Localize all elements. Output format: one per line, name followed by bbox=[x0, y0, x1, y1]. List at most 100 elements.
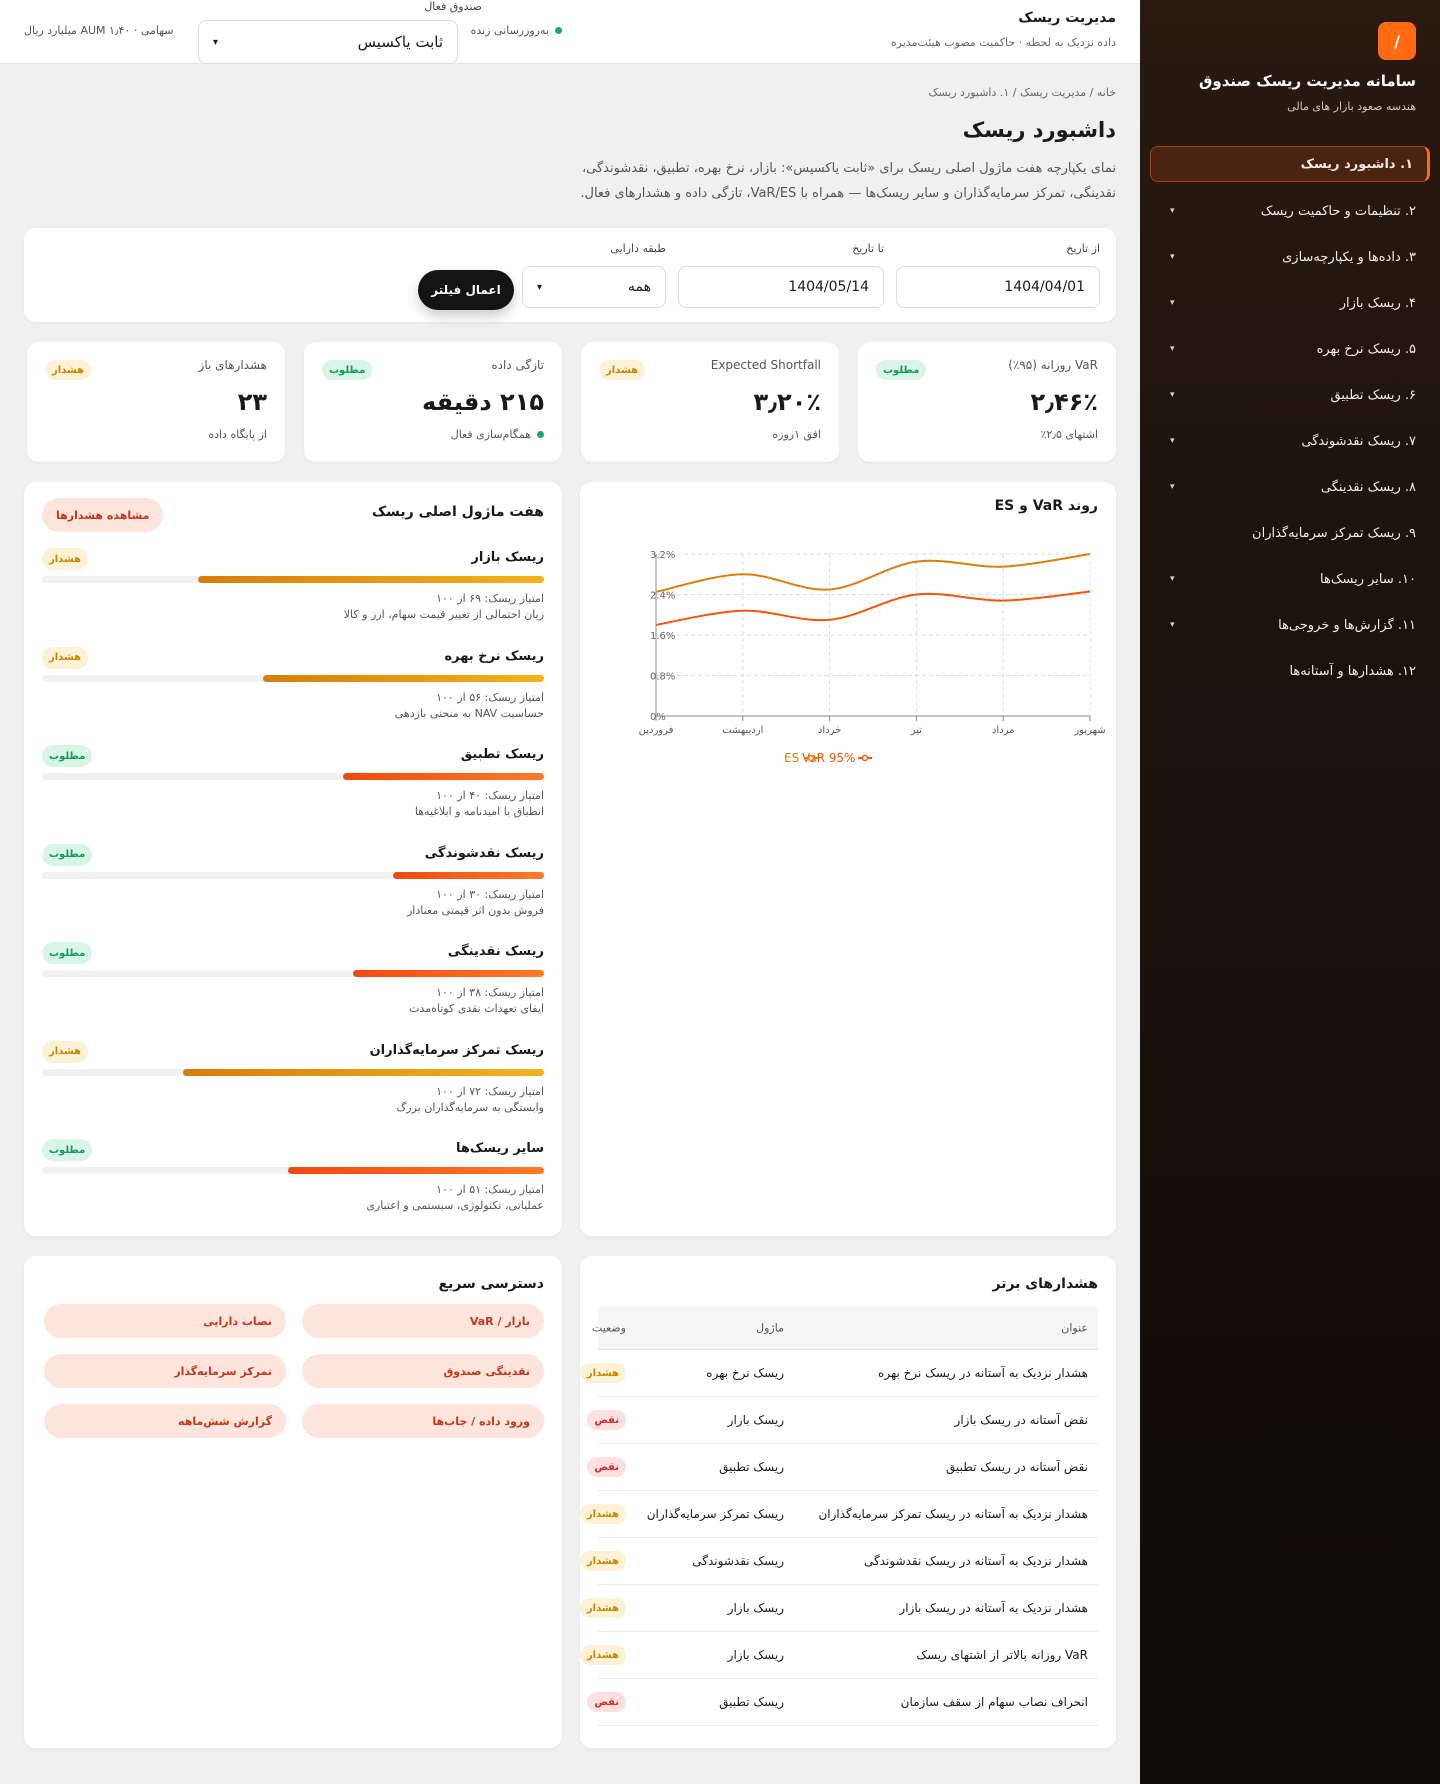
table-row[interactable]: VaR روزانه بالاتر از اشتهای ریسک ریسک باز… bbox=[580, 1632, 1098, 1679]
to-date-input[interactable]: 1404/05/14 bbox=[678, 266, 884, 308]
status-badge: هشدار bbox=[580, 1363, 626, 1383]
table-row[interactable]: هشدار نزدیک به آستانه در ریسک بازار ریسک … bbox=[580, 1585, 1098, 1632]
sidebar-item-label: ۵. ریسک نرخ بهره bbox=[1316, 341, 1416, 357]
chevron-down-icon: ▾ bbox=[1170, 436, 1175, 446]
chevron-down-icon: ▾ bbox=[537, 281, 543, 293]
risk-module-item[interactable]: ریسک تمرکز سرمایه‌گذاران هشدار امتیاز ریسک… bbox=[42, 1039, 544, 1137]
page-title: داشبورد ریسک bbox=[962, 118, 1116, 142]
chevron-down-icon: ▾ bbox=[1170, 252, 1175, 262]
module-score: امتیاز ریسک: ۳۰ از ۱۰۰ bbox=[436, 887, 544, 901]
risk-score-fill bbox=[343, 773, 544, 780]
sidebar-item-liquidation-risk[interactable]: ۷. ریسک نقدشوندگی ▾ bbox=[1150, 420, 1430, 462]
sidebar-item-alerts[interactable]: ۱۲. هشدارها و آستانه‌ها bbox=[1150, 650, 1430, 692]
app-subtitle: هندسه صعود بازار های مالی bbox=[1287, 100, 1416, 113]
status-badge: مطلوب bbox=[42, 942, 93, 964]
asset-class-select[interactable]: همه ▾ bbox=[522, 266, 666, 308]
risk-score-track bbox=[42, 970, 544, 977]
risk-modules-card: هفت ماژول اصلی ریسک مشاهده هشدارها ریسک … bbox=[24, 482, 562, 1236]
legend-label: VaR 95% bbox=[802, 751, 855, 765]
quick-fund-liquidity-button[interactable]: نقدینگی صندوق bbox=[302, 1354, 544, 1388]
alert-module: ریسک تمرکز سرمایه‌گذاران bbox=[646, 1507, 784, 1521]
sidebar-item-label: ۶. ریسک تطبیق bbox=[1330, 387, 1416, 403]
sidebar-item-label: ۱. داشبورد ریسک bbox=[1300, 156, 1413, 172]
alerts-title: هشدارهای برتر bbox=[992, 1276, 1099, 1292]
module-name: ریسک نقدشوندگی bbox=[424, 845, 544, 861]
kpi-note: اشتهای ۲٫۵٪ bbox=[1040, 428, 1098, 441]
table-row[interactable]: هشدار نزدیک به آستانه در ریسک نرخ بهره ری… bbox=[580, 1350, 1098, 1397]
table-row[interactable]: هشدار نزدیک به آستانه در ریسک تمرکز سرما… bbox=[580, 1491, 1098, 1538]
sidebar-item-interest-rate-risk[interactable]: ۵. ریسک نرخ بهره ▾ bbox=[1150, 328, 1430, 370]
fund-select-label: صندوق فعال bbox=[424, 0, 482, 13]
risk-module-item[interactable]: ریسک تطبیق مطلوب امتیاز ریسک: ۴۰ از ۱۰۰ انط… bbox=[42, 743, 544, 841]
alert-module: ریسک نرخ بهره bbox=[706, 1366, 784, 1380]
module-score: امتیاز ریسک: ۴۰ از ۱۰۰ bbox=[436, 789, 544, 802]
apply-filter-button[interactable]: اعمال فیلتر bbox=[418, 270, 514, 310]
risk-module-item[interactable]: سایر ریسک‌ها مطلوب امتیاز ریسک: ۵۱ از ۱۰۰ ع… bbox=[42, 1137, 544, 1235]
y-tick-label: 2.4% bbox=[650, 591, 675, 602]
table-header: عنوان ماژول وضعیت bbox=[592, 1306, 1098, 1350]
module-name: ریسک نقدینگی bbox=[447, 944, 544, 959]
quick-semiannual-report-button[interactable]: گزارش شش‌ماهه bbox=[44, 1404, 286, 1438]
risk-score-track bbox=[42, 1167, 544, 1174]
quick-market-var-button[interactable]: بازار / VaR bbox=[302, 1304, 544, 1338]
risk-module-item[interactable]: ریسک نقدینگی مطلوب امتیاز ریسک: ۳۸ از ۱۰۰ ا… bbox=[42, 940, 544, 1038]
breadcrumb[interactable]: خانه / مدیریت ریسک / ۱. داشبورد ریسک bbox=[928, 86, 1116, 99]
sidebar-item-dashboard[interactable]: ۱. داشبورد ریسک bbox=[1150, 146, 1430, 182]
quick-asset-quota-button[interactable]: نصاب دارایی bbox=[44, 1304, 286, 1338]
status-badge: مطلوب bbox=[42, 843, 93, 866]
from-date-input[interactable]: 1404/04/01 bbox=[896, 266, 1100, 308]
page-description: نمای یکپارچه هفت ماژول اصلی ریسک برای «ث… bbox=[580, 161, 1116, 201]
sidebar-item-compliance-risk[interactable]: ۶. ریسک تطبیق ▾ bbox=[1150, 374, 1430, 416]
alert-module: ریسک بازار bbox=[727, 1413, 784, 1427]
sidebar-item-market-risk[interactable]: ۴. ریسک بازار ▾ bbox=[1150, 282, 1430, 324]
sidebar-item-label: ۷. ریسک نقدشوندگی bbox=[1301, 433, 1416, 449]
topbar-title: مدیریت ریسک bbox=[1018, 10, 1116, 26]
sidebar: / سامانه مدیریت ریسک صندوق هندسه صعود با… bbox=[1140, 0, 1440, 1784]
risk-module-item[interactable]: ریسک نرخ بهره هشدار امتیاز ریسک: ۵۶ از ۱۰۰… bbox=[42, 645, 544, 743]
sidebar-item-liquidity-risk[interactable]: ۸. ریسک نقدینگی ▾ bbox=[1150, 466, 1430, 508]
quick-investor-concentration-button[interactable]: تمرکز سرمایه‌گذار bbox=[44, 1354, 286, 1388]
app-title: سامانه مدیریت ریسک صندوق bbox=[1198, 72, 1416, 90]
sidebar-item-concentration-risk[interactable]: ۹. ریسک تمرکز سرمایه‌گذاران bbox=[1150, 512, 1430, 554]
alert-module: ریسک تطبیق bbox=[719, 1695, 784, 1709]
module-score: امتیاز ریسک: ۵۶ از ۱۰۰ bbox=[436, 690, 544, 704]
table-row[interactable]: نقض آستانه در ریسک تطبیق ریسک تطبیق نقض bbox=[587, 1444, 1098, 1491]
legend-label: ES bbox=[784, 751, 799, 765]
to-date-label: تا تاریخ bbox=[852, 242, 884, 255]
risk-module-item[interactable]: ریسک نقدشوندگی مطلوب امتیاز ریسک: ۳۰ از ۱۰… bbox=[42, 842, 544, 940]
risk-score-track bbox=[42, 576, 544, 583]
chevron-down-icon: ▾ bbox=[1170, 482, 1175, 492]
kpi-value: ۲۱۵ دقیقه bbox=[422, 388, 544, 416]
chevron-down-icon: ▾ bbox=[1170, 574, 1175, 584]
sidebar-item-governance[interactable]: ۲. تنظیمات و حاکمیت ریسک ▾ bbox=[1150, 190, 1430, 232]
table-row[interactable]: انحراف نصاب سهام از سقف سازمان ریسک تطبیق… bbox=[587, 1679, 1098, 1726]
table-row[interactable]: هشدار نزدیک به آستانه در ریسک نقدشوندگی ر… bbox=[580, 1538, 1098, 1585]
quick-data-jobs-button[interactable]: ورود داده / جاب‌ها bbox=[302, 1404, 544, 1438]
alert-title: نقض آستانه در ریسک بازار bbox=[954, 1413, 1088, 1427]
sidebar-item-other-risks[interactable]: ۱۰. سایر ریسک‌ها ▾ bbox=[1150, 558, 1430, 600]
kpi-title: Expected Shortfall bbox=[710, 358, 821, 372]
alert-module: ریسک بازار bbox=[727, 1601, 784, 1615]
module-score: امتیاز ریسک: ۵۱ از ۱۰۰ bbox=[436, 1183, 544, 1196]
sidebar-item-label: ۱۲. هشدارها و آستانه‌ها bbox=[1289, 663, 1416, 679]
risk-module-item[interactable]: ریسک بازار هشدار امتیاز ریسک: ۶۹ از ۱۰۰ زیا… bbox=[42, 546, 544, 644]
view-alerts-button[interactable]: مشاهده هشدارها bbox=[42, 498, 164, 532]
sidebar-item-data[interactable]: ۳. داده‌ها و یکپارچه‌سازی ▾ bbox=[1150, 236, 1430, 278]
alert-title: هشدار نزدیک به آستانه در ریسک نقدشوندگی bbox=[864, 1554, 1088, 1568]
module-description: انطباق با امیدنامه و ابلاغیه‌ها bbox=[414, 805, 544, 818]
sidebar-item-reports[interactable]: ۱۱. گزارش‌ها و خروجی‌ها ▾ bbox=[1150, 604, 1430, 646]
table-row[interactable]: نقض آستانه در ریسک بازار ریسک بازار نقض bbox=[587, 1397, 1098, 1444]
sync-dot-icon bbox=[537, 431, 544, 438]
kpi-title: VaR روزانه (۹۵٪) bbox=[1008, 358, 1098, 372]
status-badge: هشدار bbox=[42, 646, 89, 669]
filter-panel: از تاریخ 1404/04/01 تا تاریخ 1404/05/14 … bbox=[24, 228, 1116, 322]
module-description: حساسیت NAV به منحنی بازدهی bbox=[394, 706, 544, 720]
sidebar-item-label: ۱۰. سایر ریسک‌ها bbox=[1320, 571, 1416, 587]
fund-select[interactable]: ثابت یاکسیس ▾ bbox=[198, 20, 458, 64]
status-badge: هشدار bbox=[580, 1598, 626, 1618]
x-tick-label: اردیبهشت bbox=[722, 725, 763, 736]
chevron-down-icon: ▾ bbox=[1170, 620, 1175, 630]
status-badge: هشدار bbox=[599, 360, 646, 380]
chevron-down-icon: ▾ bbox=[1170, 206, 1175, 216]
alert-module: ریسک بازار bbox=[727, 1648, 784, 1662]
